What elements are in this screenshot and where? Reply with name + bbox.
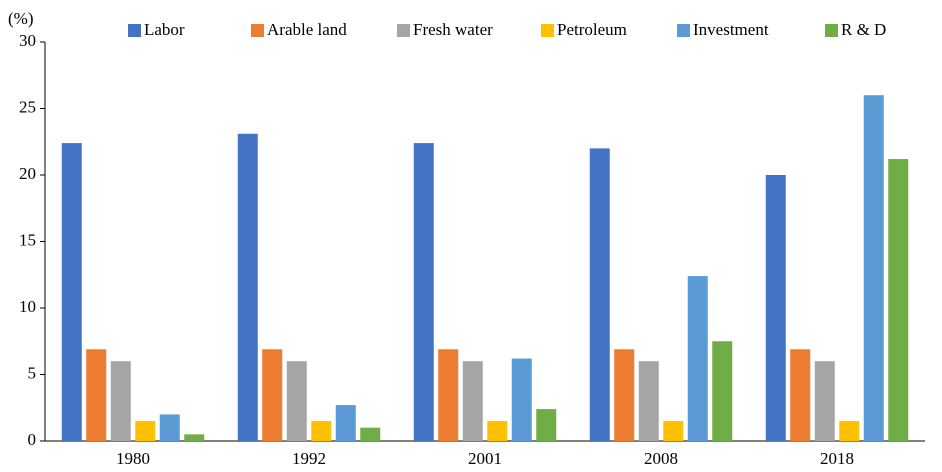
bar bbox=[487, 421, 508, 441]
y-tick-label: 30 bbox=[19, 31, 36, 50]
bar bbox=[61, 143, 82, 441]
y-tick-label: 25 bbox=[19, 97, 36, 116]
legend-swatch bbox=[541, 24, 554, 37]
bar bbox=[159, 414, 180, 441]
bar bbox=[638, 361, 659, 441]
y-tick-label: 5 bbox=[28, 363, 37, 382]
bar bbox=[262, 349, 283, 441]
y-tick-label: 10 bbox=[19, 297, 36, 316]
bar bbox=[135, 421, 156, 441]
legend-swatch bbox=[397, 24, 410, 37]
bar bbox=[511, 358, 532, 441]
legend-label: Labor bbox=[144, 20, 185, 39]
legend-swatch bbox=[128, 24, 141, 37]
legend-label: Investment bbox=[693, 20, 769, 39]
legend-swatch bbox=[251, 24, 264, 37]
x-tick-label: 2008 bbox=[644, 449, 678, 468]
bar bbox=[814, 361, 835, 441]
x-tick-label: 2018 bbox=[820, 449, 854, 468]
bar bbox=[438, 349, 459, 441]
bar bbox=[286, 361, 307, 441]
y-axis-label: (%) bbox=[8, 9, 33, 28]
x-tick-label: 1980 bbox=[116, 449, 150, 468]
y-tick-label: 15 bbox=[19, 230, 36, 249]
bar bbox=[110, 361, 131, 441]
legend-label: Arable land bbox=[267, 20, 347, 39]
y-tick-label: 0 bbox=[28, 430, 37, 449]
bar bbox=[413, 143, 434, 441]
bar bbox=[360, 427, 381, 441]
x-tick-label: 1992 bbox=[292, 449, 326, 468]
bar bbox=[614, 349, 635, 441]
bar bbox=[462, 361, 483, 441]
bar bbox=[589, 148, 610, 441]
bar bbox=[888, 159, 909, 442]
bar bbox=[687, 276, 708, 441]
legend-swatch bbox=[825, 24, 838, 37]
bar bbox=[184, 434, 205, 441]
bar bbox=[86, 349, 107, 441]
x-tick-label: 2001 bbox=[468, 449, 502, 468]
bar bbox=[712, 341, 733, 441]
legend-swatch bbox=[677, 24, 690, 37]
bar bbox=[335, 405, 356, 441]
legend-label: Petroleum bbox=[557, 20, 627, 39]
legend-label: Fresh water bbox=[413, 20, 493, 39]
y-tick-label: 20 bbox=[19, 164, 36, 183]
bar bbox=[765, 175, 786, 441]
bar bbox=[863, 95, 884, 441]
legend-label: R & D bbox=[841, 20, 886, 39]
bar bbox=[536, 409, 557, 441]
bar bbox=[663, 421, 684, 441]
bar bbox=[790, 349, 811, 441]
bar bbox=[839, 421, 860, 441]
bar bbox=[311, 421, 332, 441]
bar bbox=[237, 133, 258, 441]
